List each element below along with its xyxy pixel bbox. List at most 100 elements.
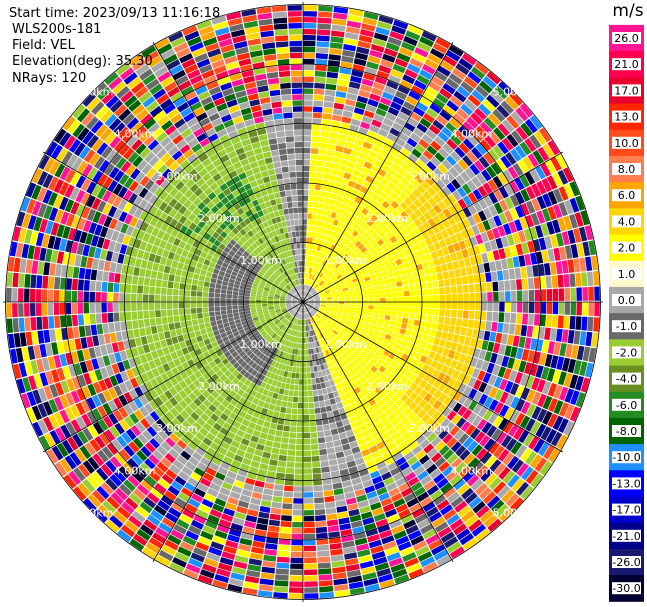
velocity-gate bbox=[515, 205, 525, 218]
velocity-gate bbox=[391, 394, 400, 403]
velocity-gate bbox=[330, 385, 337, 392]
velocity-gate bbox=[73, 229, 82, 242]
velocity-gate bbox=[236, 429, 245, 438]
velocity-gate bbox=[392, 96, 405, 106]
velocity-gate bbox=[262, 291, 269, 295]
velocity-gate bbox=[205, 355, 214, 364]
velocity-gate bbox=[407, 411, 417, 421]
velocity-gate bbox=[549, 262, 557, 275]
velocity-gate bbox=[461, 53, 477, 66]
velocity-gate bbox=[317, 271, 322, 277]
velocity-gate bbox=[341, 210, 349, 217]
velocity-gate bbox=[148, 342, 156, 352]
velocity-gate bbox=[292, 304, 298, 307]
velocity-gate bbox=[377, 182, 387, 191]
velocity-gate bbox=[197, 318, 205, 325]
velocity-gate bbox=[129, 256, 137, 267]
velocity-gate bbox=[430, 489, 443, 501]
velocity-gate bbox=[180, 370, 189, 380]
velocity-gate bbox=[387, 381, 396, 390]
velocity-gate bbox=[401, 279, 409, 286]
velocity-gate bbox=[102, 238, 111, 250]
velocity-gate bbox=[159, 404, 169, 414]
velocity-gate bbox=[291, 300, 298, 302]
velocity-gate bbox=[246, 446, 256, 455]
velocity-gate bbox=[439, 445, 450, 456]
velocity-gate bbox=[228, 317, 234, 322]
velocity-gate bbox=[159, 239, 167, 249]
velocity-gate bbox=[504, 280, 511, 291]
velocity-gate bbox=[227, 534, 240, 543]
velocity-gate bbox=[569, 316, 576, 330]
velocity-gate bbox=[435, 37, 451, 49]
velocity-gate bbox=[86, 410, 97, 424]
velocity-gate bbox=[428, 124, 441, 135]
velocity-gate bbox=[294, 330, 297, 337]
velocity-gate bbox=[515, 444, 528, 459]
velocity-gate bbox=[320, 317, 326, 322]
velocity-gate bbox=[351, 446, 361, 454]
velocity-gate bbox=[247, 509, 259, 517]
velocity-gate bbox=[298, 307, 301, 313]
velocity-gate bbox=[184, 308, 191, 315]
velocity-gate bbox=[384, 283, 391, 289]
velocity-gate bbox=[327, 327, 332, 333]
velocity-gate bbox=[257, 287, 264, 292]
velocity-gate bbox=[345, 497, 357, 505]
velocity-gate bbox=[319, 308, 325, 312]
velocity-gate bbox=[458, 125, 471, 138]
velocity-gate bbox=[165, 258, 173, 267]
velocity-gate bbox=[492, 342, 501, 354]
velocity-gate bbox=[452, 380, 462, 391]
velocity-gate bbox=[30, 274, 37, 288]
velocity-gate bbox=[380, 59, 394, 69]
velocity-gate bbox=[237, 388, 245, 397]
velocity-gate bbox=[308, 300, 315, 302]
velocity-gate bbox=[199, 477, 212, 487]
velocity-gate bbox=[448, 325, 456, 334]
velocity-gate bbox=[303, 153, 311, 160]
velocity-gate bbox=[221, 513, 234, 523]
velocity-gate bbox=[61, 264, 68, 278]
velocity-gate bbox=[309, 287, 314, 293]
velocity-gate bbox=[333, 351, 339, 358]
velocity-gate bbox=[265, 283, 272, 288]
velocity-gate bbox=[384, 85, 397, 96]
velocity-gate bbox=[477, 329, 485, 340]
velocity-gate bbox=[327, 453, 337, 460]
velocity-gate bbox=[443, 536, 459, 549]
velocity-gate bbox=[241, 320, 248, 326]
velocity-gate bbox=[285, 300, 292, 302]
velocity-gate bbox=[304, 563, 317, 570]
velocity-gate bbox=[495, 260, 503, 271]
velocity-gate bbox=[483, 384, 493, 396]
velocity-gate bbox=[54, 209, 64, 223]
velocity-gate bbox=[230, 324, 237, 330]
velocity-gate bbox=[303, 255, 306, 261]
velocity-gate bbox=[309, 231, 314, 238]
velocity-gate bbox=[563, 315, 570, 329]
velocity-gate bbox=[324, 495, 335, 503]
velocity-gate bbox=[118, 211, 128, 223]
velocity-gate bbox=[357, 263, 365, 269]
velocity-gate bbox=[169, 433, 180, 443]
velocity-gate bbox=[362, 305, 368, 309]
velocity-gate bbox=[329, 132, 338, 139]
velocity-gate bbox=[354, 269, 361, 275]
velocity-gate bbox=[275, 478, 285, 485]
velocity-gate bbox=[307, 267, 311, 273]
velocity-gate bbox=[101, 446, 114, 459]
velocity-gate bbox=[101, 281, 108, 292]
velocity-gate bbox=[536, 210, 546, 224]
velocity-gate bbox=[257, 590, 273, 598]
velocity-gate bbox=[308, 249, 312, 255]
velocity-gate bbox=[462, 537, 478, 551]
velocity-gate bbox=[460, 171, 471, 183]
velocity-gate bbox=[467, 134, 479, 146]
velocity-gate bbox=[228, 390, 237, 398]
velocity-gate bbox=[255, 323, 262, 329]
velocity-gate bbox=[343, 147, 352, 155]
velocity-gate bbox=[316, 313, 321, 318]
velocity-gate bbox=[385, 42, 400, 52]
velocity-gate bbox=[385, 357, 393, 365]
